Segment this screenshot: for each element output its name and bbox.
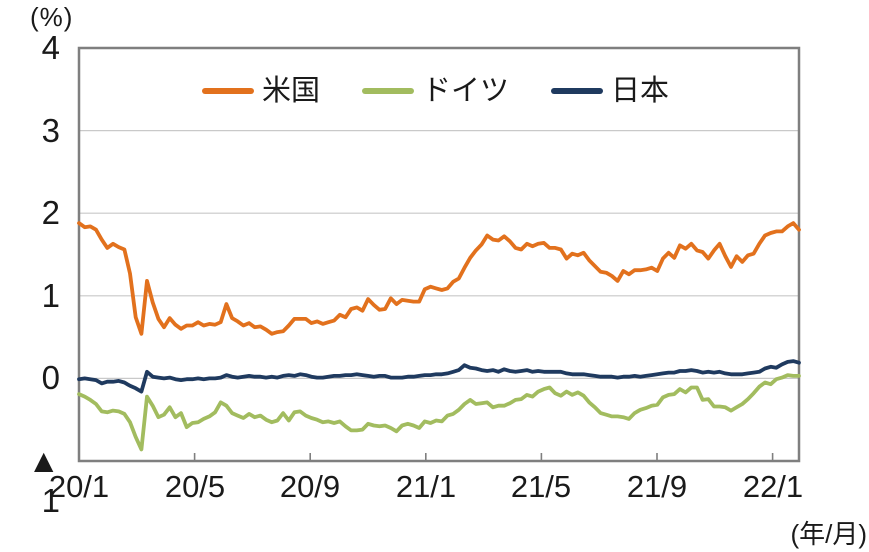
series-line-日本 bbox=[77, 359, 801, 394]
series-line-米国 bbox=[77, 221, 801, 336]
y-axis-unit-label: (%) bbox=[30, 2, 74, 32]
legend-label: 米国 bbox=[262, 75, 321, 107]
x-tick-label: 20/5 bbox=[164, 469, 226, 504]
x-tick-label: 21/1 bbox=[395, 469, 457, 504]
y-tick-label: 0 bbox=[41, 359, 60, 396]
legend-item-米国: 米国 bbox=[202, 74, 320, 108]
legend-label: 日本 bbox=[611, 75, 670, 107]
legend-label: ドイツ bbox=[422, 75, 510, 107]
legend-swatch-icon bbox=[362, 88, 415, 94]
x-axis-unit-label: (年/月) bbox=[790, 519, 867, 549]
x-tick-label: 20/9 bbox=[279, 469, 341, 504]
x-tick-label: 21/9 bbox=[626, 469, 688, 504]
legend-item-日本: 日本 bbox=[551, 74, 669, 108]
x-tick-label: 21/5 bbox=[510, 469, 572, 504]
y-tick-label: 1 bbox=[41, 277, 60, 314]
plot-frame bbox=[77, 46, 801, 463]
x-tick-label: 22/1 bbox=[742, 469, 804, 504]
legend-item-ドイツ: ドイツ bbox=[362, 74, 509, 108]
legend: 米国 ドイツ 日本 bbox=[202, 74, 669, 108]
y-tick-label: 3 bbox=[41, 112, 60, 149]
y-tick-label: ▲ 1 bbox=[27, 442, 60, 519]
x-tick-label: 20/1 bbox=[48, 469, 110, 504]
legend-swatch-icon bbox=[202, 88, 254, 94]
y-tick-label: 2 bbox=[41, 194, 60, 231]
legend-swatch-icon bbox=[551, 88, 604, 94]
y-tick-label: 4 bbox=[41, 29, 60, 66]
series-line-ドイツ bbox=[77, 373, 801, 452]
